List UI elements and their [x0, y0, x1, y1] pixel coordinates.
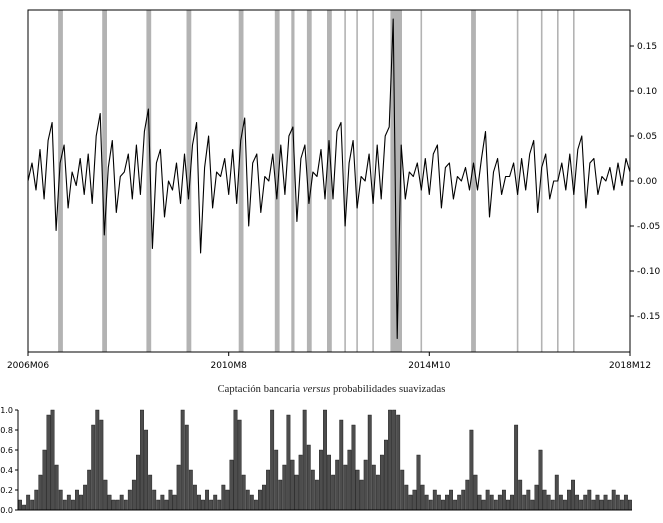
line-series [27, 18, 631, 340]
chart-title-italic: versus [302, 384, 331, 395]
shaded-bands [58, 10, 575, 352]
y-axis-right: 0.15 0.10 0.05 0.00 -0.05 -0.10 -0.15 [630, 42, 661, 322]
svg-text:0.6: 0.6 [0, 446, 13, 455]
svg-text:0.00: 0.00 [637, 177, 657, 187]
svg-text:1.0: 1.0 [0, 406, 13, 415]
probability-bars-svg: 1.0 0.8 0.6 0.4 0.2 0.0 [0, 406, 632, 515]
svg-text:2010M8: 2010M8 [210, 361, 247, 371]
chart-title: Captación bancaria versus probabilidades… [0, 384, 663, 395]
svg-text:-0.05: -0.05 [637, 222, 660, 232]
svg-text:0.0: 0.0 [0, 506, 13, 515]
svg-text:0.15: 0.15 [637, 42, 657, 52]
svg-text:2006M06: 2006M06 [7, 361, 49, 371]
svg-text:0.4: 0.4 [0, 466, 13, 475]
svg-text:-0.15: -0.15 [637, 312, 660, 322]
svg-text:0.2: 0.2 [0, 486, 13, 495]
svg-text:-0.10: -0.10 [637, 267, 661, 277]
svg-text:2018M12: 2018M12 [609, 361, 651, 371]
x-axis: 2006M06 2010M8 2014M10 2018M12 [7, 352, 651, 371]
svg-text:0.05: 0.05 [637, 132, 657, 142]
svg-text:2014M10: 2014M10 [408, 361, 450, 371]
svg-text:0.8: 0.8 [0, 426, 13, 435]
chart-title-post: probabilidades suavizadas [330, 384, 446, 395]
chart-title-pre: Captación bancaria [217, 384, 303, 395]
y-axis-left: 1.0 0.8 0.6 0.4 0.2 0.0 [0, 406, 18, 515]
svg-text:0.10: 0.10 [637, 87, 657, 97]
probability-bars [18, 409, 632, 511]
bar-axes [17, 410, 632, 511]
